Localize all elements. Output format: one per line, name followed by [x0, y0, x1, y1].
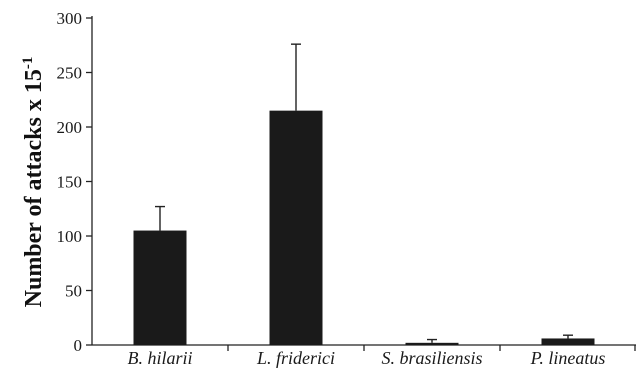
y-tick-label-5: 250 [57, 64, 83, 83]
y-tick-label-3: 150 [57, 173, 83, 192]
x-category-label-0: B. hilarii [127, 348, 192, 368]
y-tick-label-6: 300 [57, 9, 83, 28]
y-tick-label-2: 100 [57, 227, 83, 246]
y-tick-label-0: 0 [74, 336, 83, 355]
plot-area: 0 50 100 150 200 250 300 B. hilarii L. friderici… [57, 9, 636, 368]
y-tick-label-4: 200 [57, 118, 83, 137]
bar-3 [541, 338, 595, 345]
y-axis-title: Number of attacks x 15-1 [20, 57, 47, 308]
bar-2 [405, 342, 459, 345]
bar-1 [269, 110, 323, 346]
y-axis-title-main: Number of attacks x 15 [21, 69, 47, 307]
bar-0 [133, 230, 187, 345]
x-category-label-2: S. brasiliensis [381, 348, 482, 368]
y-axis-title-superscript: -1 [20, 57, 36, 70]
x-category-label-3: P. lineatus [530, 348, 606, 368]
x-category-label-1: L. friderici [256, 348, 335, 368]
y-tick-label-1: 50 [65, 282, 82, 301]
